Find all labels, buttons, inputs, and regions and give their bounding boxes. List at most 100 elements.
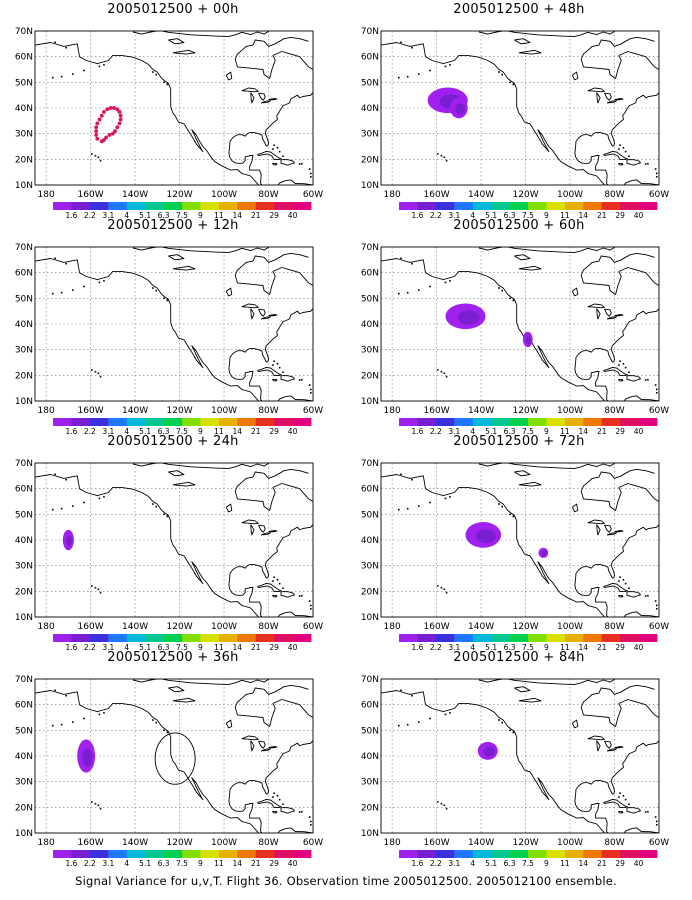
colorbar-swatch bbox=[620, 850, 639, 858]
small-island bbox=[152, 503, 154, 505]
lat-tick-label: 10N bbox=[15, 397, 33, 407]
colorbar-label: 9 bbox=[544, 643, 549, 652]
colorbar-label: 9 bbox=[544, 211, 549, 220]
variance-contour-inner bbox=[82, 748, 93, 767]
island-outline bbox=[618, 378, 624, 382]
small-island bbox=[298, 379, 301, 381]
small-island bbox=[647, 810, 649, 813]
colorbar-swatch bbox=[417, 634, 437, 642]
lon-tick-label: 100W bbox=[211, 190, 237, 200]
colorbar-swatch bbox=[255, 418, 275, 426]
small-island bbox=[619, 576, 621, 579]
colorbar-label: 14 bbox=[579, 211, 589, 220]
colorbar-label: 1.6 bbox=[411, 427, 423, 436]
colorbar-swatch bbox=[638, 202, 658, 210]
coastline bbox=[35, 42, 313, 185]
colorbar-swatch bbox=[71, 202, 91, 210]
coastline bbox=[234, 51, 313, 79]
small-island bbox=[400, 689, 402, 692]
lat-tick-label: 50N bbox=[15, 726, 33, 736]
small-island bbox=[54, 689, 56, 692]
map-frame bbox=[380, 678, 660, 834]
small-island bbox=[65, 46, 67, 49]
observation-region-circle bbox=[154, 732, 196, 785]
small-island bbox=[60, 723, 63, 726]
lake-outline bbox=[596, 524, 601, 536]
lake-outline bbox=[225, 503, 233, 513]
lat-tick-label: 40N bbox=[15, 536, 33, 546]
coastline bbox=[234, 36, 309, 60]
small-island bbox=[98, 65, 101, 68]
lat-tick-label: 10N bbox=[15, 181, 33, 191]
colorbar-label: 40 bbox=[288, 427, 298, 436]
small-island bbox=[654, 384, 657, 386]
colorbar-swatch bbox=[491, 202, 510, 210]
small-island bbox=[622, 578, 625, 581]
small-island bbox=[90, 369, 93, 371]
small-island bbox=[155, 289, 158, 292]
observation-dot bbox=[117, 109, 122, 114]
lon-tick-label: 140W bbox=[468, 406, 494, 416]
map-frame bbox=[380, 246, 660, 402]
panel-title: 2005012500 + 72h bbox=[453, 434, 585, 449]
colorbar-label: 11 bbox=[214, 211, 224, 220]
colorbar-label: 1.6 bbox=[65, 859, 77, 868]
colorbar-label: 6.3 bbox=[504, 859, 516, 868]
small-island bbox=[309, 391, 312, 394]
colorbar-label: 14 bbox=[579, 859, 589, 868]
observation-dot bbox=[108, 106, 113, 110]
lake-outline bbox=[604, 308, 612, 317]
colorbar-swatch bbox=[546, 202, 566, 210]
small-island bbox=[624, 798, 627, 801]
island-outline bbox=[626, 591, 641, 598]
lat-tick-label: 20N bbox=[361, 155, 379, 165]
map-panel: 2005012500 + 60h 10N 20N 30N 40N 50N 60N 70N 180… bbox=[346, 216, 692, 436]
coastline bbox=[580, 51, 659, 79]
lat-tick-label: 30N bbox=[361, 778, 379, 788]
lake-outline bbox=[518, 49, 542, 55]
lat-tick-label: 30N bbox=[15, 130, 33, 140]
lon-tick-label: 100W bbox=[557, 406, 583, 416]
colorbar-label: 11 bbox=[560, 643, 570, 652]
small-island bbox=[436, 369, 439, 371]
colorbar-label: 5.1 bbox=[485, 427, 497, 436]
lon-tick-label: 160W bbox=[78, 622, 104, 632]
observation-dot bbox=[115, 125, 120, 130]
small-island bbox=[628, 803, 630, 806]
coastline bbox=[580, 36, 655, 60]
lake-outline bbox=[225, 71, 233, 81]
colorbar-swatch bbox=[620, 202, 639, 210]
colorbar-label: 21 bbox=[597, 427, 607, 436]
lat-tick-label: 30N bbox=[361, 130, 379, 140]
small-island bbox=[618, 580, 620, 582]
coastline bbox=[234, 699, 313, 727]
observation-dot bbox=[115, 107, 120, 112]
small-island bbox=[397, 292, 400, 295]
small-island bbox=[72, 721, 74, 723]
map-panel: 2005012500 + 00h 10N 20N 30N 40N 50N 60N 70N 180… bbox=[0, 0, 346, 220]
small-island bbox=[624, 150, 627, 153]
small-island bbox=[54, 473, 56, 476]
coastline bbox=[35, 690, 313, 833]
small-island bbox=[655, 607, 658, 610]
small-island bbox=[509, 81, 511, 84]
colorbar-swatch bbox=[472, 418, 492, 426]
observation-dot bbox=[99, 139, 104, 144]
island-outline bbox=[603, 150, 628, 161]
signal-variance-layer bbox=[62, 529, 74, 551]
small-island bbox=[273, 144, 275, 147]
colorbar-label: 2.2 bbox=[84, 643, 96, 652]
colorbar-label: 7.5 bbox=[522, 211, 534, 220]
lon-tick-label: 160W bbox=[424, 838, 450, 848]
small-island bbox=[501, 289, 504, 292]
lat-tick-label: 40N bbox=[361, 104, 379, 114]
lat-tick-label: 20N bbox=[15, 587, 33, 597]
lat-tick-label: 50N bbox=[361, 510, 379, 520]
island-outline bbox=[626, 375, 641, 382]
colorbar-label: 5.1 bbox=[485, 859, 497, 868]
lake-outline bbox=[241, 519, 259, 525]
small-island bbox=[655, 823, 658, 826]
colorbar-label: 29 bbox=[269, 427, 279, 436]
observation-dot bbox=[94, 125, 99, 130]
colorbar-label: 40 bbox=[634, 427, 644, 436]
